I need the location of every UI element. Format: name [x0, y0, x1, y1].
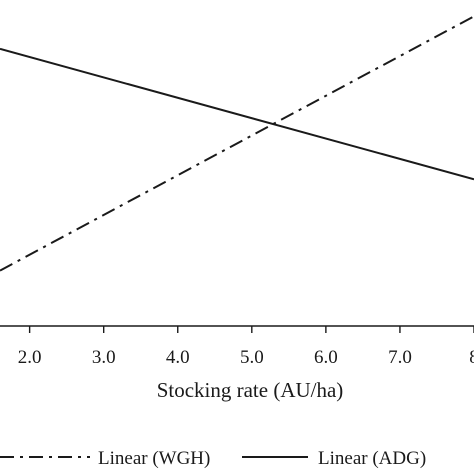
series-line-linear-wgh [0, 15, 474, 272]
plot-area [0, 15, 474, 272]
legend-label: Linear (WGH) [98, 448, 210, 469]
x-tick-label: 4.0 [166, 347, 190, 368]
x-tick-label: 6.0 [314, 347, 338, 368]
x-tick-label: 2.0 [18, 347, 42, 368]
x-tick-label: 7.0 [388, 347, 412, 368]
series-line-linear-adg [0, 47, 474, 181]
x-tick-label: 8 [469, 347, 474, 368]
x-tick-label: 3.0 [92, 347, 116, 368]
x-tick-label: 5.0 [240, 347, 264, 368]
x-axis-title: Stocking rate (AU/ha) [157, 378, 344, 402]
legend-label: Linear (ADG) [318, 448, 426, 469]
x-axis-ticks: 2.0 3.0 4.0 5.0 6.0 7.0 8 [18, 326, 474, 368]
legend: Linear (WGH) Linear (ADG) [0, 448, 426, 469]
